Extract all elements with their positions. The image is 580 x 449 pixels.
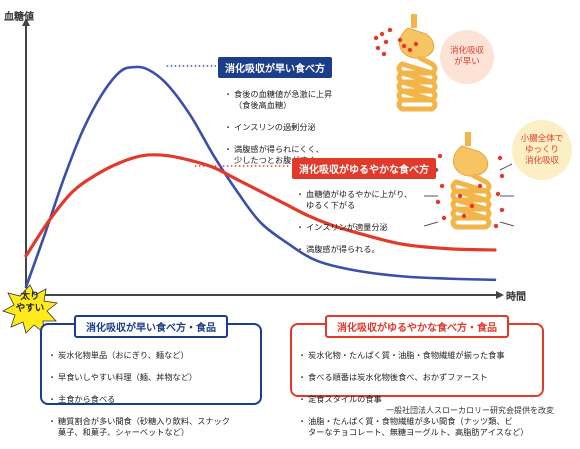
credit-text: 一般社団法人スローカロリー研究会提供を改変	[386, 406, 554, 415]
particle-dot	[457, 193, 463, 199]
particle-dot	[407, 47, 413, 53]
particle-dot	[435, 199, 441, 205]
particle-dot	[379, 31, 385, 37]
particle-dot	[375, 45, 381, 51]
fast-bullet: インスリンの過剰分泌	[224, 122, 332, 133]
arrow-icon	[499, 163, 513, 171]
burst-badge	[2, 284, 58, 334]
particle-dot	[499, 173, 505, 179]
particle-dot	[387, 27, 393, 33]
slow-organ-illustration	[433, 132, 505, 230]
burst-text: 太り やすい	[15, 291, 45, 314]
slow-bullets: 血糖値がゆるやかに上がり、 ゆるく下がる インスリンが適量分泌 満腹感が得られる…	[296, 178, 412, 266]
fast-organ-illustration	[373, 14, 438, 112]
fast-series-tag: 消化吸収が早い食べ方	[218, 57, 332, 78]
burst-shape	[2, 284, 58, 334]
particle-dot	[497, 155, 503, 161]
fast-food-item: 早食いしやすい料理（麺、丼物など）	[48, 372, 230, 383]
y-axis-arrow	[22, 18, 30, 26]
x-axis-arrow	[496, 291, 504, 299]
y-axis-label: 血糖値	[4, 12, 34, 23]
absorption-arrows	[423, 163, 515, 227]
particle-dot	[439, 183, 445, 189]
fast-food-item: 糖質割合が多い間食（砂糖入り飲料、スナック 菓子、和菓子、シャーベットなど）	[48, 416, 230, 438]
x-axis-label: 時間	[506, 292, 526, 303]
particle-dot	[495, 191, 501, 197]
slow-bullet: 血糖値がゆるやかに上がり、 ゆるく下がる	[296, 189, 412, 211]
particle-dot	[469, 203, 475, 209]
intestine-shape	[396, 55, 438, 112]
particle-dot	[461, 213, 467, 219]
particle-dot	[441, 215, 447, 221]
fast-series-line	[24, 65, 497, 289]
particle-dot	[477, 183, 483, 189]
slow-foods-title: 消化吸収がゆるやかな食べ方・食品	[325, 315, 509, 338]
slow-food-item: 炭水化物・たんぱく質・油脂・食物繊維が揃った食事	[298, 350, 529, 361]
fast-food-item: 主食から食べる	[48, 394, 230, 405]
slow-absorption-circle: 小腸全体で ゆっくり 消化吸収	[512, 120, 572, 180]
fast-bullet: 食後の血糖値が急激に上昇 （食後高血糖）	[224, 89, 332, 111]
fast-bullets: 食後の血糖値が急激に上昇 （食後高血糖） インスリンの過剰分泌 満腹感が得られに…	[224, 78, 332, 177]
particle-dot	[437, 153, 443, 159]
glucose-chart	[22, 14, 515, 299]
particle-dot	[397, 37, 403, 43]
particle-dot	[383, 39, 389, 45]
fast-foods-list: 炭水化物単品（おにぎり、麺など） 早食いしやすい料理（麺、丼物など） 主食から食…	[48, 339, 230, 449]
particle-dot	[381, 51, 387, 57]
slow-series-tag: 消化吸収がゆるやかな食べ方	[292, 158, 436, 179]
particle-dot	[401, 43, 407, 49]
particle-dot	[413, 41, 419, 47]
arrow-icon	[499, 221, 515, 227]
slow-bullet: 満腹感が得られる。	[296, 244, 412, 255]
slow-foods-box: 消化吸収がゆるやかな食べ方・食品 炭水化物・たんぱく質・油脂・食物繊維が揃った食…	[290, 315, 544, 437]
slow-bullet: インスリンが適量分泌	[296, 222, 412, 233]
fast-absorption-circle: 消化吸収 が早い	[440, 30, 494, 84]
slow-foods-list: 炭水化物・たんぱく質・油脂・食物繊維が揃った食事 食べる順番は炭水化物後食べ、お…	[298, 339, 529, 449]
slow-food-item: 食べる順番は炭水化物後食べ、おかずファースト	[298, 372, 529, 383]
slow-food-item: 油脂・たんぱく質・食物繊維が多い間食（ナッツ類、ビ ターなチョコレート、無糖ヨー…	[298, 416, 528, 438]
fast-foods-title: 消化吸収が早い食べ方・食品	[74, 315, 228, 338]
fast-food-item: 炭水化物単品（おにぎり、麺など）	[48, 350, 230, 361]
stomach-shape	[452, 145, 489, 177]
slow-food-item: 定食スタイルの食事	[298, 394, 529, 405]
fast-bullet: 満腹感が得られにくく、 少したつとお腹がすく	[224, 144, 332, 166]
particle-dot	[373, 35, 379, 41]
particle-dot	[493, 223, 499, 229]
particle-dot	[499, 207, 505, 213]
fast-foods-box: 消化吸収が早い食べ方・食品 炭水化物単品（おにぎり、麺など） 早食いしやすい料理…	[40, 315, 262, 437]
arrow-icon	[423, 221, 439, 227]
intestine-shape	[450, 173, 492, 230]
